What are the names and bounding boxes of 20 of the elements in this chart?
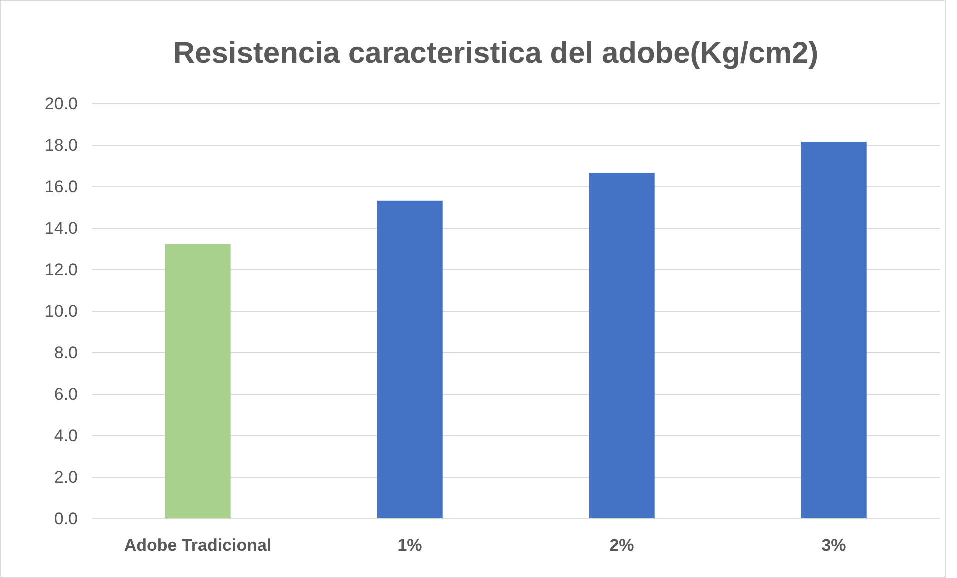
- x-tick-label: Adobe Tradicional: [124, 536, 272, 556]
- bar: [377, 200, 443, 519]
- y-tick-label: 0.0: [54, 509, 78, 528]
- chart-title: Resistencia caracteristica del adobe(Kg/cm2): [173, 37, 819, 70]
- y-tick-label: 18.0: [44, 136, 78, 155]
- bar: [801, 142, 867, 519]
- y-tick-label: 16.0: [44, 177, 78, 196]
- y-tick-label: 20.0: [44, 94, 78, 114]
- y-tick-label: 6.0: [54, 384, 78, 404]
- bar: [165, 244, 231, 519]
- y-tick-label: 14.0: [44, 218, 78, 238]
- y-tick-label: 12.0: [44, 260, 78, 280]
- y-tick-label: 10.0: [44, 302, 78, 321]
- y-tick-label: 8.0: [54, 343, 78, 362]
- x-tick-label: 1%: [398, 536, 422, 556]
- x-tick-label: 3%: [822, 536, 846, 556]
- x-tick-label: 2%: [610, 536, 634, 556]
- y-tick-label: 2.0: [54, 468, 78, 487]
- y-tick-label: 4.0: [54, 426, 78, 446]
- bar: [589, 173, 655, 519]
